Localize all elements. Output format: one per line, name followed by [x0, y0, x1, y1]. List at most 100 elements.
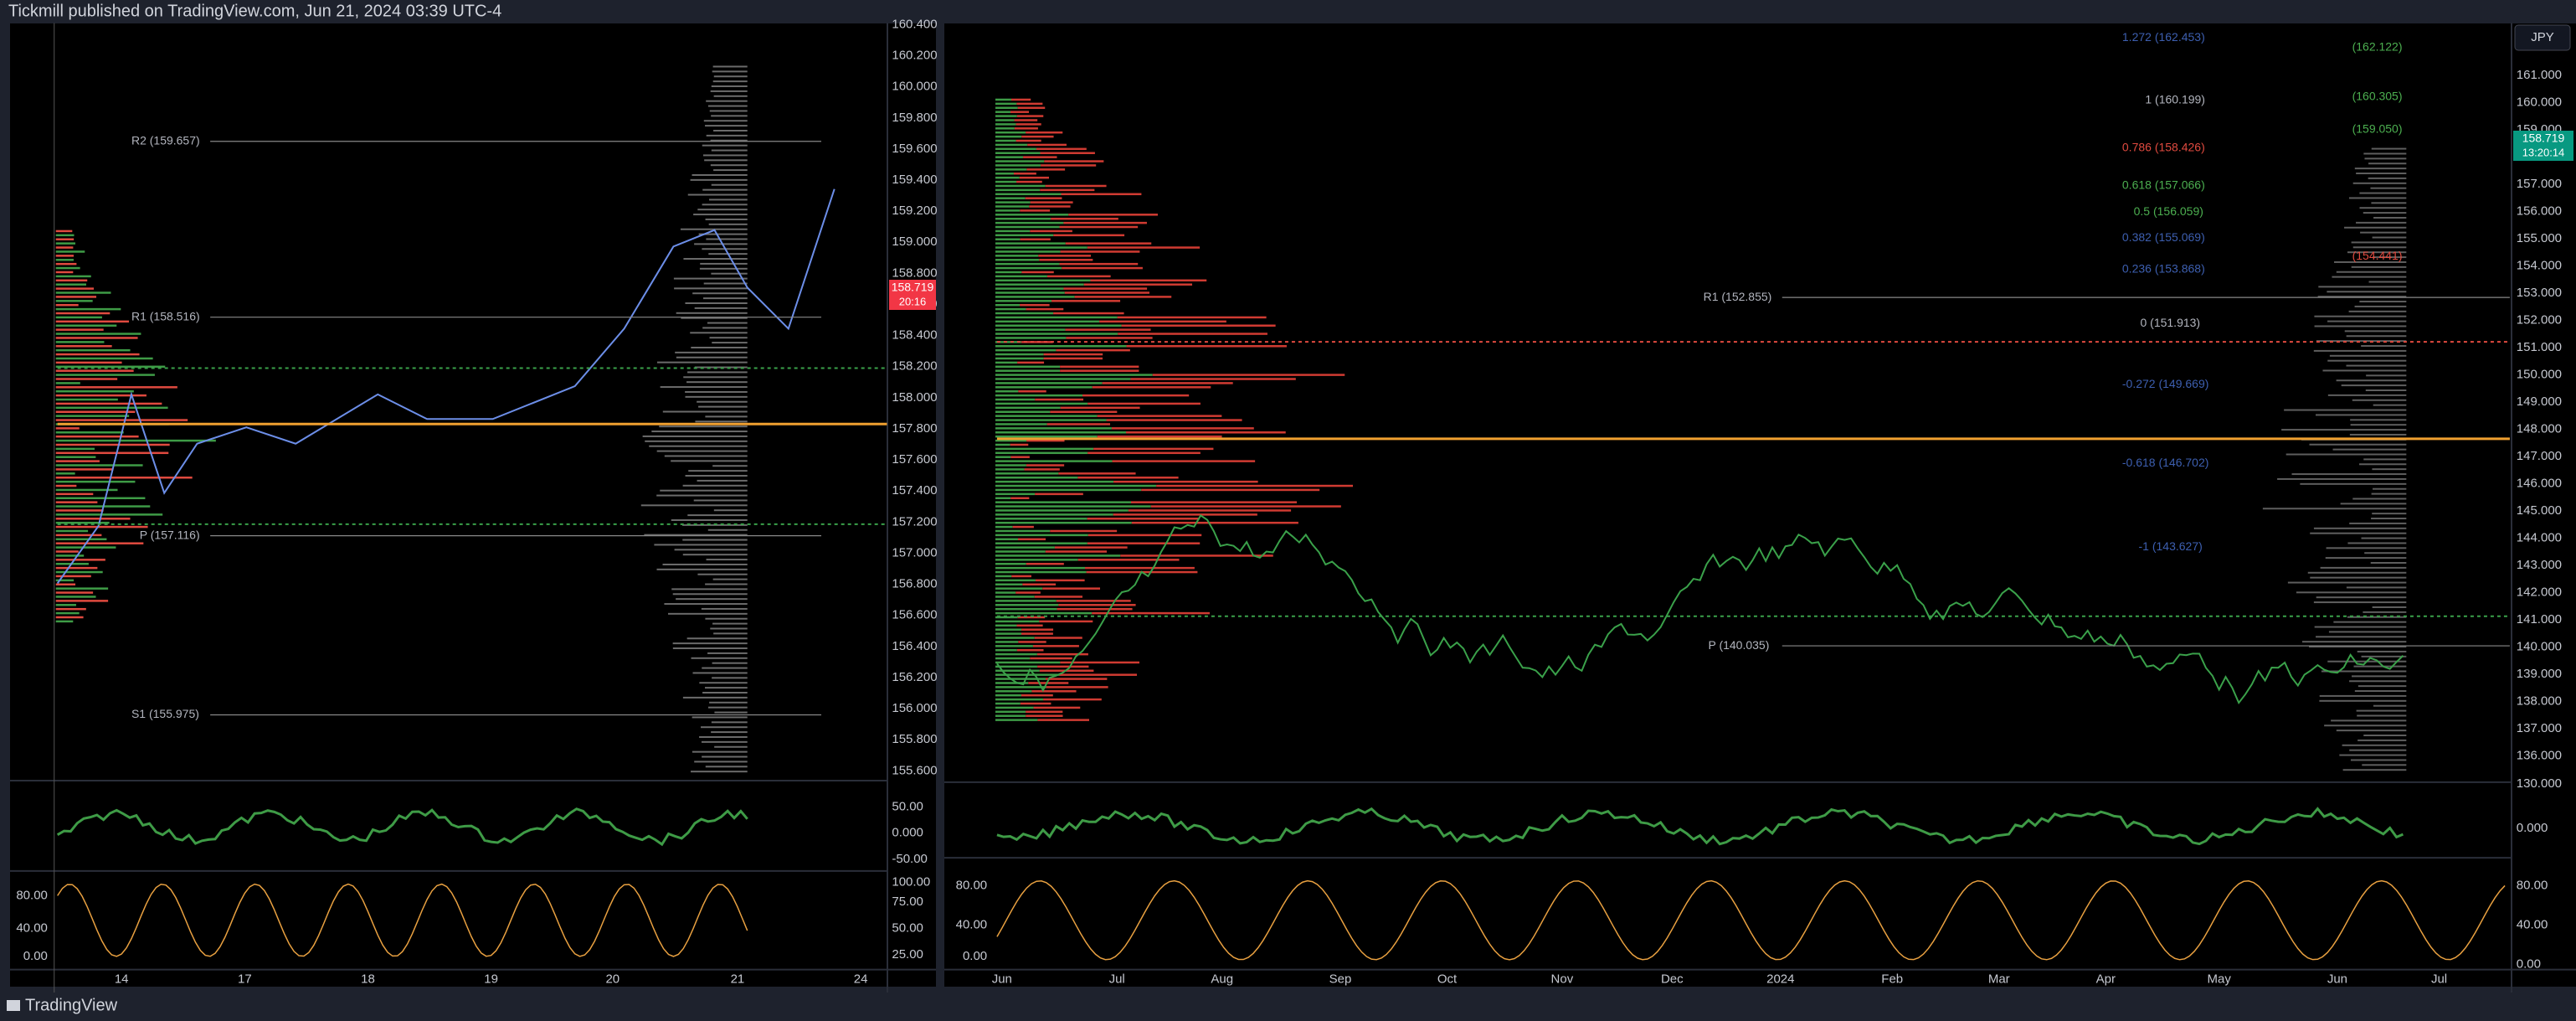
volume-bar [55, 529, 89, 533]
currency-label[interactable]: JPY [2531, 30, 2554, 44]
volume-bar [995, 201, 1031, 204]
axis-label: 40.00 [2517, 918, 2548, 932]
volume-bar [1033, 706, 1081, 709]
volume-bar [2262, 508, 2407, 510]
level-label: 0.5 (156.059) [2134, 204, 2203, 218]
volume-bar [995, 160, 1045, 162]
volume-bar [55, 242, 75, 245]
volume-bar [707, 529, 748, 531]
volume-bar [2373, 404, 2407, 406]
volume-bar [1083, 283, 1193, 286]
volume-bar [660, 386, 748, 389]
volume-bar [2318, 286, 2407, 288]
volume-bar [2291, 473, 2407, 476]
volume-bar [1036, 147, 1087, 151]
volume-bar [1039, 620, 1093, 623]
volume-bar [2363, 152, 2407, 155]
volume-bar [1085, 566, 1195, 570]
volume-bar [692, 173, 748, 176]
volume-bar [1074, 296, 1172, 298]
volume-bar [698, 405, 748, 408]
volume-bar [2354, 168, 2407, 170]
volume-bar [2357, 685, 2407, 688]
volume-bar [651, 431, 748, 433]
volume-bar [55, 501, 98, 503]
volume-bar [55, 611, 80, 615]
volume-bar [995, 406, 1061, 410]
volume-bar [2370, 562, 2407, 565]
volume-bar [712, 465, 748, 467]
level-label: R1 (158.516) [131, 309, 200, 322]
volume-bar [55, 345, 112, 348]
volume-bar [995, 225, 1060, 229]
axis-label: 137.000 [2517, 721, 2562, 735]
volume-bar [1156, 484, 1354, 487]
volume-bar [649, 445, 748, 447]
volume-bar [711, 731, 748, 734]
volume-bar [685, 302, 748, 305]
volume-bar [1021, 271, 1054, 274]
volume-bar [995, 435, 1098, 438]
level-label: P (157.116) [140, 528, 200, 541]
time-label: 20 [605, 972, 620, 986]
volume-bar [995, 525, 1013, 529]
volume-bar [1063, 221, 1147, 224]
volume-bar [2310, 532, 2407, 534]
axis-label: 159.200 [892, 204, 937, 218]
volume-bar [995, 628, 1022, 631]
level-label: -0.272 (149.669) [2122, 377, 2209, 390]
volume-bar [692, 672, 748, 674]
volume-bar [1051, 300, 1121, 302]
volume-bar [995, 197, 1026, 199]
volume-bar [1020, 238, 1051, 240]
axis-label: 156.800 [892, 577, 937, 591]
volume-bar [1017, 616, 1046, 619]
volume-bar [2301, 641, 2407, 643]
volume-bar [2364, 157, 2407, 160]
volume-bar [2373, 487, 2407, 490]
volume-bar [2352, 246, 2407, 249]
price-path [996, 879, 2506, 961]
volume-bar [1045, 184, 1107, 188]
brand: TradingView [25, 996, 118, 1014]
time-label: Jul [2431, 972, 2447, 986]
volume-bar [2326, 547, 2407, 549]
volume-bar [55, 468, 114, 471]
volume-bar [656, 450, 748, 452]
volume-bar [671, 460, 748, 462]
volume-bar [714, 745, 748, 748]
volume-bar [686, 637, 748, 640]
volume-bar [1026, 710, 1063, 714]
volume-bar [55, 394, 147, 397]
volume-bar [55, 575, 91, 578]
volume-bar [995, 562, 1026, 565]
volume-bar [1010, 497, 1030, 500]
currency-button[interactable] [2514, 24, 2571, 51]
volume-bar [1113, 480, 1258, 483]
volume-bar [712, 80, 748, 83]
volume-bar [2314, 325, 2407, 327]
axis-label: 156.600 [892, 608, 937, 622]
volume-bar [2359, 463, 2407, 466]
volume-bar [705, 125, 748, 127]
volume-bar [2349, 433, 2407, 436]
volume-bar [55, 616, 84, 619]
volume-bar [2320, 566, 2407, 569]
volume-bar [55, 279, 88, 282]
volume-bar [995, 657, 1031, 660]
volume-bar [995, 518, 1087, 520]
volume-bar [681, 317, 748, 319]
volume-bar [662, 410, 748, 413]
right-panel [944, 23, 2576, 987]
volume-bar [672, 642, 748, 645]
volume-bar [1016, 648, 1044, 652]
axis-label: 155.800 [892, 732, 937, 746]
volume-bar [682, 484, 748, 487]
volume-bar [713, 169, 748, 172]
volume-bar [55, 333, 141, 335]
volume-bar [2307, 571, 2407, 574]
volume-bar [705, 766, 748, 768]
volume-bar [687, 371, 748, 374]
volume-bar [995, 184, 1046, 188]
volume-bar [995, 669, 1040, 673]
